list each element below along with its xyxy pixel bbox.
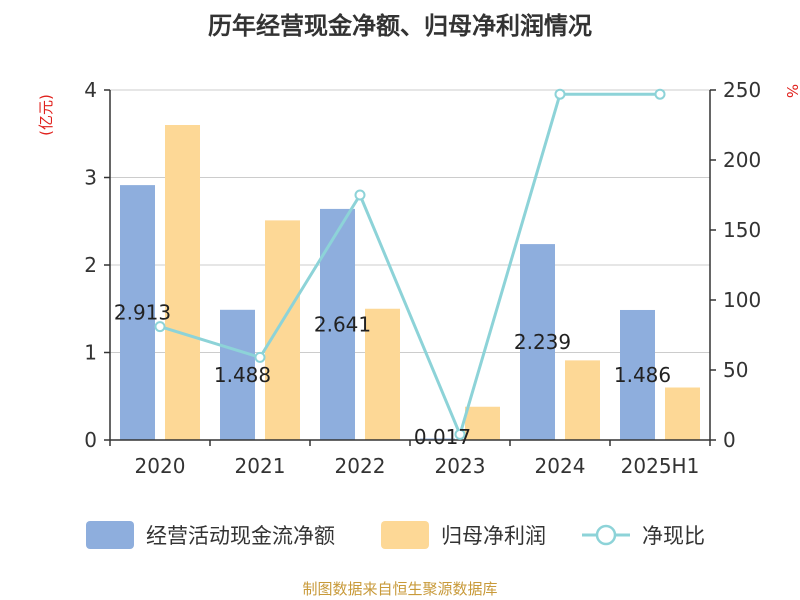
ratio-point: [454, 428, 466, 440]
data-label-cashflow: 0.017: [414, 425, 471, 449]
chart-title: 历年经营现金净额、归母净利润情况: [208, 12, 592, 40]
axes: [104, 89, 716, 446]
ratio-point: [554, 88, 566, 100]
x-tick-label: 2021: [235, 454, 286, 478]
ratio-line: [154, 88, 666, 440]
bar-profit: [165, 125, 200, 440]
bar-profit: [265, 220, 300, 440]
left-tick-label: 0: [84, 428, 97, 452]
data-label-cashflow: 2.239: [514, 330, 571, 354]
ratio-line-path: [159, 92, 660, 436]
left-tick-label: 3: [84, 166, 97, 190]
x-tick-label: 2022: [335, 454, 386, 478]
bar-profit: [665, 387, 700, 440]
left-axis-unit: (亿元): [37, 94, 55, 136]
right-tick-label: 150: [723, 218, 761, 242]
bar-cashflow: [120, 185, 155, 440]
right-axis-unit: %: [783, 84, 800, 98]
right-tick-label: 100: [723, 288, 761, 312]
tick-labels: 0 1 2 3 4 0 50 100 150 200 250 2020 2021 2022 2023 2024…: [84, 78, 761, 478]
legend-label-ratio: 净现比: [642, 524, 705, 548]
x-tick-label: 2025H1: [621, 454, 700, 478]
ratio-point: [354, 189, 366, 201]
x-tick-label: 2023: [435, 454, 486, 478]
data-label-cashflow: 1.486: [614, 363, 671, 387]
ratio-point: [254, 351, 266, 363]
data-label-cashflow: 2.641: [314, 312, 371, 336]
bar-profit: [365, 308, 400, 440]
bar-cashflow: [620, 309, 655, 440]
bar-profit: [465, 406, 500, 440]
ratio-point: [154, 321, 166, 333]
right-tick-label: 50: [723, 358, 748, 382]
right-tick-label: 200: [723, 148, 761, 172]
data-label-cashflow: 1.488: [214, 363, 271, 387]
left-tick-label: 1: [84, 341, 97, 365]
bar-cashflow: [520, 244, 555, 440]
right-tick-label: 250: [723, 78, 761, 102]
bar-cashflow: [220, 309, 255, 440]
data-label-cashflow: 2.913: [114, 301, 171, 325]
legend-label-profit: 归母净利润: [441, 524, 546, 548]
x-tick-label: 2024: [535, 454, 586, 478]
bar-profit: [565, 360, 600, 440]
left-tick-label: 2: [84, 253, 97, 277]
legend-label-cashflow: 经营活动现金流净额: [146, 524, 335, 548]
bars: [120, 125, 700, 440]
legend-swatch-cashflow: [86, 521, 134, 549]
data-labels: 2.913 1.488 2.641 0.017 2.239 1.486: [114, 301, 671, 449]
grid: [110, 89, 710, 353]
ratio-point: [654, 88, 666, 100]
right-tick-label: 0: [723, 428, 736, 452]
legend-swatch-profit: [381, 521, 429, 549]
x-tick-label: 2020: [135, 454, 186, 478]
source-note: 制图数据来自恒生聚源数据库: [302, 580, 497, 598]
bar-cashflow: [320, 208, 355, 440]
left-tick-label: 4: [84, 78, 97, 102]
legend: 经营活动现金流净额 归母净利润 净现比: [86, 521, 705, 549]
legend-marker-ratio: [595, 524, 617, 546]
